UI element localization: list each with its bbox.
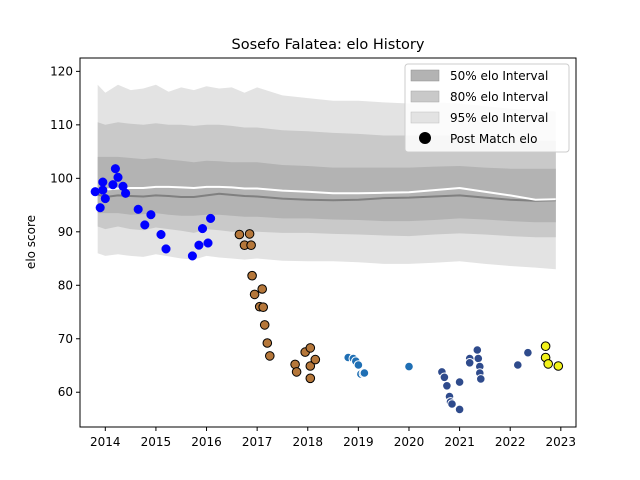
- data-point-s1-2: [244, 229, 255, 239]
- data-point-s2-7: [404, 361, 414, 372]
- data-point-s0-13: [156, 229, 166, 240]
- data-point-s3-11: [473, 353, 484, 364]
- legend: 50% elo Interval 80% elo Interval 95% el…: [404, 63, 570, 153]
- legend-label-post-match: Post Match elo: [450, 132, 537, 146]
- y-tick-label: 80: [58, 278, 73, 292]
- x-tick-label: 2023: [546, 435, 577, 449]
- y-axis-label: elo score: [24, 215, 38, 269]
- x-tick-label: 2018: [292, 435, 323, 449]
- data-point-s3-5: [447, 399, 457, 409]
- x-tick-label: 2020: [394, 435, 425, 449]
- data-point-s3-10: [472, 345, 483, 355]
- data-point-s0-17: [197, 224, 208, 234]
- y-tick-label: 120: [50, 64, 73, 78]
- legend-swatch-80: [410, 90, 440, 103]
- y-tick-label: 90: [58, 225, 73, 239]
- legend-swatch-95: [410, 111, 440, 124]
- data-point-s3-2: [442, 381, 452, 391]
- data-point-s0-19: [206, 213, 216, 223]
- mean-line: [97, 185, 556, 201]
- axes-frame: [79, 57, 577, 428]
- post-match-points: [90, 164, 564, 415]
- data-point-s1-10: [262, 338, 273, 348]
- data-point-s1-15: [305, 373, 316, 384]
- data-point-s0-9: [121, 188, 131, 198]
- trend-lines: [97, 185, 556, 202]
- x-tick-label: 2022: [495, 435, 526, 449]
- data-point-s0-12: [146, 210, 156, 220]
- y-tick-label: 60: [58, 385, 73, 399]
- data-point-s0-6: [110, 164, 120, 174]
- data-point-s0-11: [140, 220, 150, 230]
- data-point-s3-16: [523, 347, 533, 358]
- data-point-s0-15: [187, 251, 197, 261]
- legend-marker-post-match: [419, 132, 431, 144]
- x-tick-label: 2015: [141, 435, 172, 449]
- x-axis-ticks: 2014 2015 2016 2017 2018 2019 2020 2021 2022 2023: [90, 427, 576, 449]
- data-point-s0-16: [194, 240, 204, 250]
- data-point-s4-0: [540, 341, 551, 352]
- data-point-s3-1: [439, 372, 450, 383]
- data-point-s2-6: [359, 368, 370, 378]
- data-point-s2-3: [353, 360, 364, 370]
- data-point-s0-18: [203, 238, 213, 248]
- data-point-s3-14: [476, 374, 486, 384]
- data-point-s4-2: [543, 359, 554, 369]
- y-axis-ticks: 60 70 80 90 100 110 120: [50, 64, 80, 399]
- data-point-s0-1: [95, 203, 105, 213]
- data-point-s0-4: [98, 177, 108, 187]
- data-point-s0-2: [98, 185, 108, 195]
- legend-swatch-50: [410, 69, 440, 82]
- data-point-s1-5: [249, 289, 260, 300]
- data-point-s0-10: [133, 204, 143, 214]
- data-point-s3-7: [454, 377, 465, 387]
- x-tick-label: 2019: [343, 435, 374, 449]
- data-point-s3-9: [464, 358, 475, 368]
- legend-box: [404, 63, 570, 153]
- data-point-s1-11: [265, 351, 275, 361]
- data-point-s1-9: [259, 320, 270, 330]
- data-point-s0-5: [108, 180, 118, 190]
- x-tick-label: 2017: [242, 435, 273, 449]
- data-point-s3-6: [454, 404, 465, 415]
- data-point-s1-16: [305, 361, 316, 371]
- y-tick-label: 110: [50, 118, 73, 132]
- y-tick-label: 100: [50, 171, 73, 185]
- legend-label-95: 95% elo Interval: [450, 111, 548, 125]
- data-point-s0-7: [113, 172, 123, 182]
- data-point-s1-0: [234, 229, 245, 240]
- data-point-s3-15: [513, 360, 523, 370]
- band-50: [97, 156, 556, 223]
- chart-title: Sosefo Falatea: elo History: [232, 37, 425, 53]
- data-point-s0-14: [161, 244, 171, 254]
- data-point-s0-3: [100, 194, 110, 204]
- y-tick-label: 70: [58, 332, 73, 346]
- x-tick-label: 2016: [191, 435, 222, 449]
- data-point-s1-8: [258, 302, 269, 313]
- x-tick-label: 2021: [444, 435, 475, 449]
- x-tick-label: 2014: [90, 435, 121, 449]
- legend-label-50: 50% elo Interval: [450, 69, 548, 83]
- data-point-s1-3: [246, 240, 256, 250]
- data-point-s4-3: [553, 361, 564, 371]
- data-point-s1-4: [247, 270, 257, 281]
- median-line: [97, 192, 556, 202]
- data-point-s1-7: [257, 284, 268, 294]
- data-point-s0-0: [90, 187, 100, 197]
- legend-label-80: 80% elo Interval: [450, 90, 548, 104]
- data-point-s1-17: [305, 343, 316, 353]
- data-point-s1-13: [291, 367, 302, 377]
- data-point-s1-18: [310, 354, 321, 365]
